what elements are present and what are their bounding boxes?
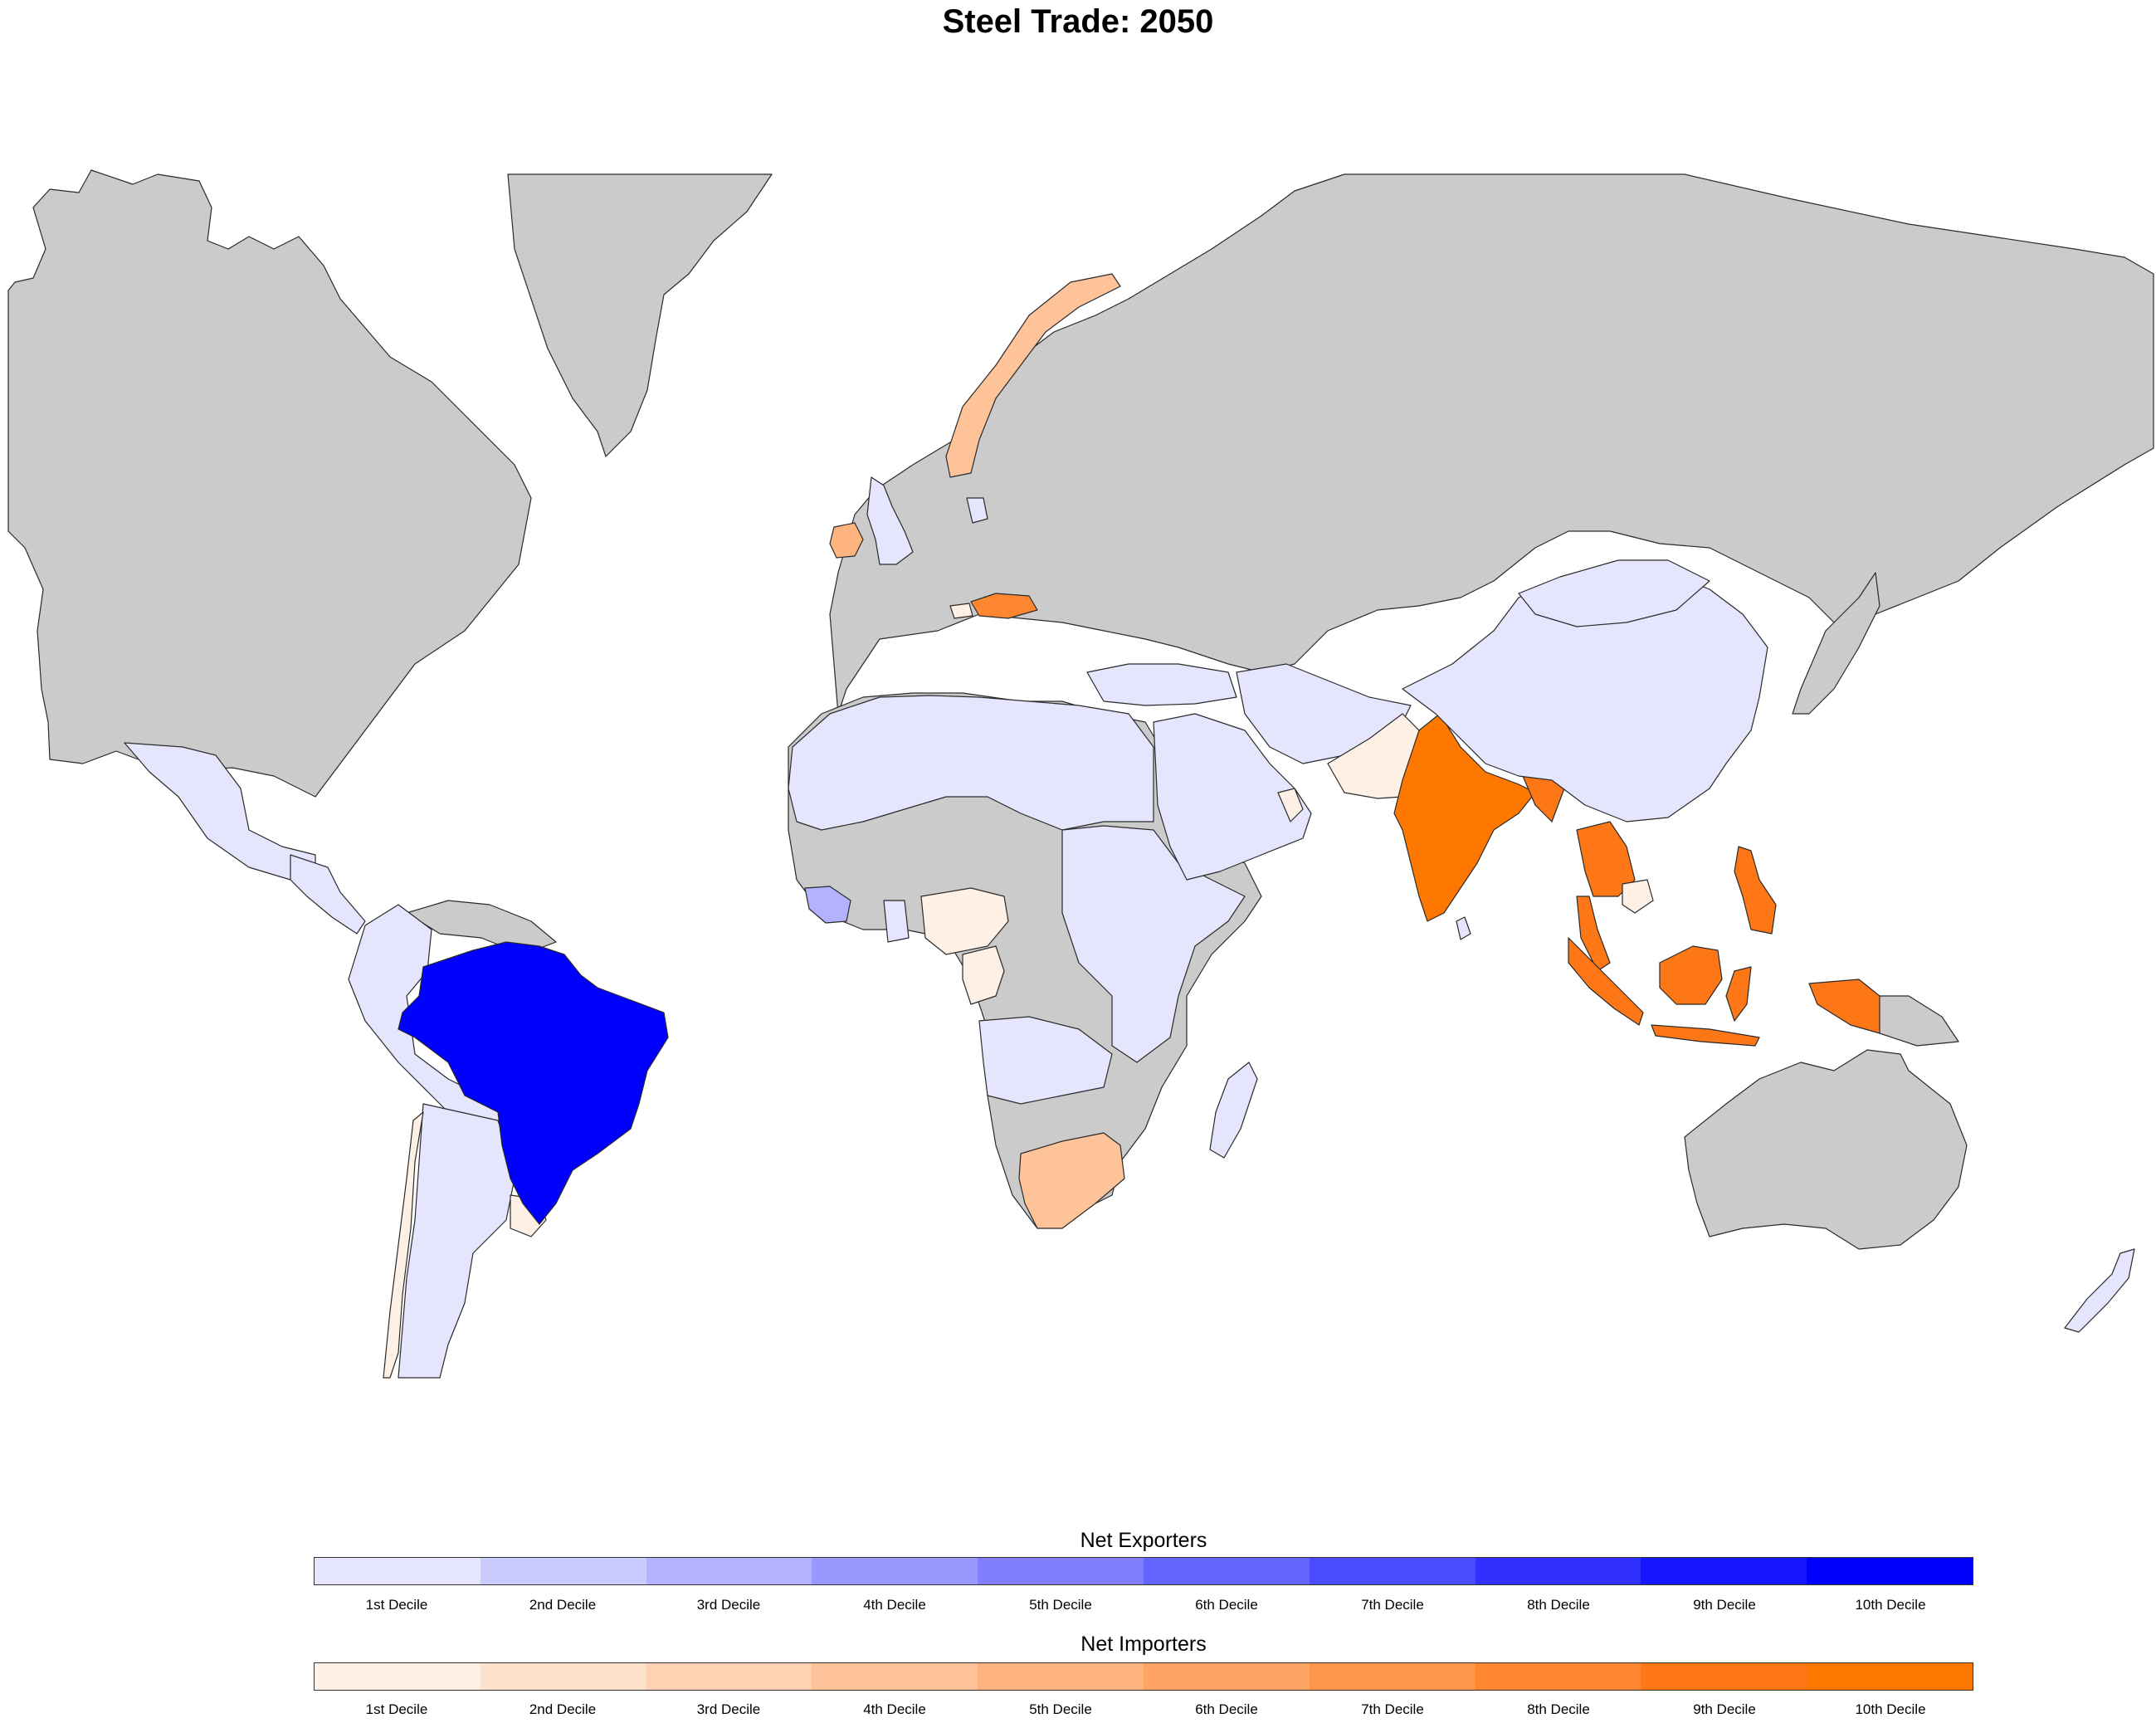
- legend-importers-labels: 1st Decile 2nd Decile 3rd Decile 4th Decile…: [314, 1701, 1973, 1718]
- land-north-america: [7, 169, 532, 798]
- region-central-america: [290, 854, 366, 935]
- legend-exporters-swatch-10: [1807, 1558, 1973, 1584]
- legend-importers-label-2: 2nd Decile: [529, 1701, 597, 1717]
- legend-exporters-label-1: 1st Decile: [365, 1597, 428, 1613]
- legend-importers-label-4: 4th Decile: [863, 1701, 926, 1717]
- legend-importers-swatch-1: [315, 1663, 480, 1690]
- legend-importers-swatch-8: [1475, 1663, 1641, 1690]
- legend-exporters-title: Net Exporters: [1080, 1529, 1207, 1552]
- region-east-africa: [1061, 825, 1246, 1063]
- legend-importers-label-5: 5th Decile: [1029, 1701, 1092, 1717]
- legend-exporters-swatch-2: [480, 1558, 646, 1584]
- region-chile: [383, 1111, 424, 1379]
- region-nigeria: [920, 887, 1009, 955]
- legend-exporters-label-7: 7th Decile: [1361, 1597, 1424, 1613]
- land-greenland: [507, 173, 773, 457]
- legend-exporters-label-6: 6th Decile: [1195, 1597, 1258, 1613]
- legend-importers-label-10: 10th Decile: [1855, 1701, 1926, 1717]
- region-southern-central-africa: [978, 1016, 1113, 1105]
- legend-exporters-swatch-6: [1143, 1558, 1310, 1584]
- region-united-kingdom: [866, 476, 914, 565]
- legend-exporters-swatch-9: [1641, 1558, 1807, 1584]
- region-north-africa: [788, 695, 1154, 831]
- legend-importers-swatch-10: [1807, 1663, 1973, 1690]
- legend-exporters-swatch-5: [978, 1558, 1144, 1584]
- region-cameroon-gabon: [962, 945, 1005, 1005]
- region-guinea: [804, 886, 851, 924]
- region-new-zealand: [2064, 1248, 2135, 1333]
- legend-exporters-colorbar: [314, 1557, 1973, 1585]
- legend-exporters-swatch-4: [812, 1558, 978, 1584]
- region-philippines: [1734, 846, 1777, 935]
- legend-importers-swatch-6: [1143, 1663, 1310, 1690]
- land-australia: [1684, 1049, 1968, 1250]
- region-madagascar: [1209, 1062, 1258, 1159]
- legend-importers-label-3: 3rd Decile: [696, 1701, 761, 1717]
- legend-importers-swatch-3: [646, 1663, 812, 1690]
- land-new-guinea-east: [1875, 995, 1959, 1047]
- region-india: [1393, 713, 1536, 922]
- region-indonesia-sumatra: [1568, 937, 1644, 1026]
- region-switzerland: [949, 603, 973, 619]
- region-austria: [970, 593, 1038, 619]
- legend-exporters-label-4: 4th Decile: [863, 1597, 926, 1613]
- region-middle-east: [1153, 713, 1312, 881]
- legend-exporters-label-2: 2nd Decile: [529, 1597, 597, 1613]
- region-mongolia: [1518, 559, 1710, 627]
- region-south-africa: [1018, 1132, 1125, 1229]
- legend-importers-label-8: 8th Decile: [1527, 1701, 1590, 1717]
- region-cambodia: [1622, 879, 1654, 914]
- region-norway: [945, 273, 1121, 478]
- land-guianas: [406, 900, 557, 955]
- legend-exporters-label-5: 5th Decile: [1029, 1597, 1092, 1613]
- legend-exporters-labels: 1st Decile 2nd Decile 3rd Decile 4th Decile…: [314, 1597, 1973, 1613]
- world-map: [7, 169, 2154, 1379]
- legend-importers-title: Net Importers: [1080, 1633, 1207, 1656]
- region-ireland: [829, 522, 864, 559]
- legend-exporters-swatch-3: [646, 1558, 812, 1584]
- grey-land-layer: [7, 169, 2154, 1250]
- map-title: Steel Trade: 2050: [942, 3, 1214, 40]
- legend-exporters-swatch-1: [315, 1558, 480, 1584]
- legend-importers-label-7: 7th Decile: [1361, 1701, 1424, 1717]
- legend-importers-label-6: 6th Decile: [1195, 1701, 1258, 1717]
- legend-exporters-label-8: 8th Decile: [1527, 1597, 1590, 1613]
- legend-importers-swatch-2: [480, 1663, 646, 1690]
- land-eurasia: [829, 173, 2154, 715]
- legend-exporters-label-3: 3rd Decile: [696, 1597, 761, 1613]
- region-malay-peninsula: [1576, 896, 1611, 972]
- legend-exporters-label-9: 9th Decile: [1693, 1597, 1756, 1613]
- legend-exporters-swatch-7: [1309, 1558, 1476, 1584]
- region-sri-lanka: [1456, 916, 1471, 940]
- legend-importers-label-1: 1st Decile: [365, 1701, 428, 1717]
- region-oman: [1277, 788, 1304, 822]
- legend-importers-label-9: 9th Decile: [1693, 1701, 1756, 1717]
- region-indonesia-sulawesi-papua: [1725, 966, 1880, 1034]
- choropleth-layer: [124, 273, 2135, 1379]
- legend-importers-swatch-5: [978, 1663, 1144, 1690]
- legend-importers-swatch-7: [1309, 1663, 1476, 1690]
- legend-importers-colorbar: [314, 1662, 1973, 1691]
- region-ghana-togo: [883, 900, 910, 943]
- region-indonesia-java: [1651, 1024, 1760, 1047]
- legend-importers-swatch-4: [812, 1663, 978, 1690]
- region-denmark: [966, 497, 988, 524]
- region-brazil: [398, 941, 669, 1225]
- legend-importers-swatch-9: [1641, 1663, 1807, 1690]
- legend-exporters-label-10: 10th Decile: [1855, 1597, 1926, 1613]
- region-indonesia-borneo: [1659, 945, 1723, 1005]
- land-japan: [1792, 572, 1880, 715]
- region-turkey: [1086, 663, 1237, 706]
- legend-exporters-swatch-8: [1475, 1558, 1641, 1584]
